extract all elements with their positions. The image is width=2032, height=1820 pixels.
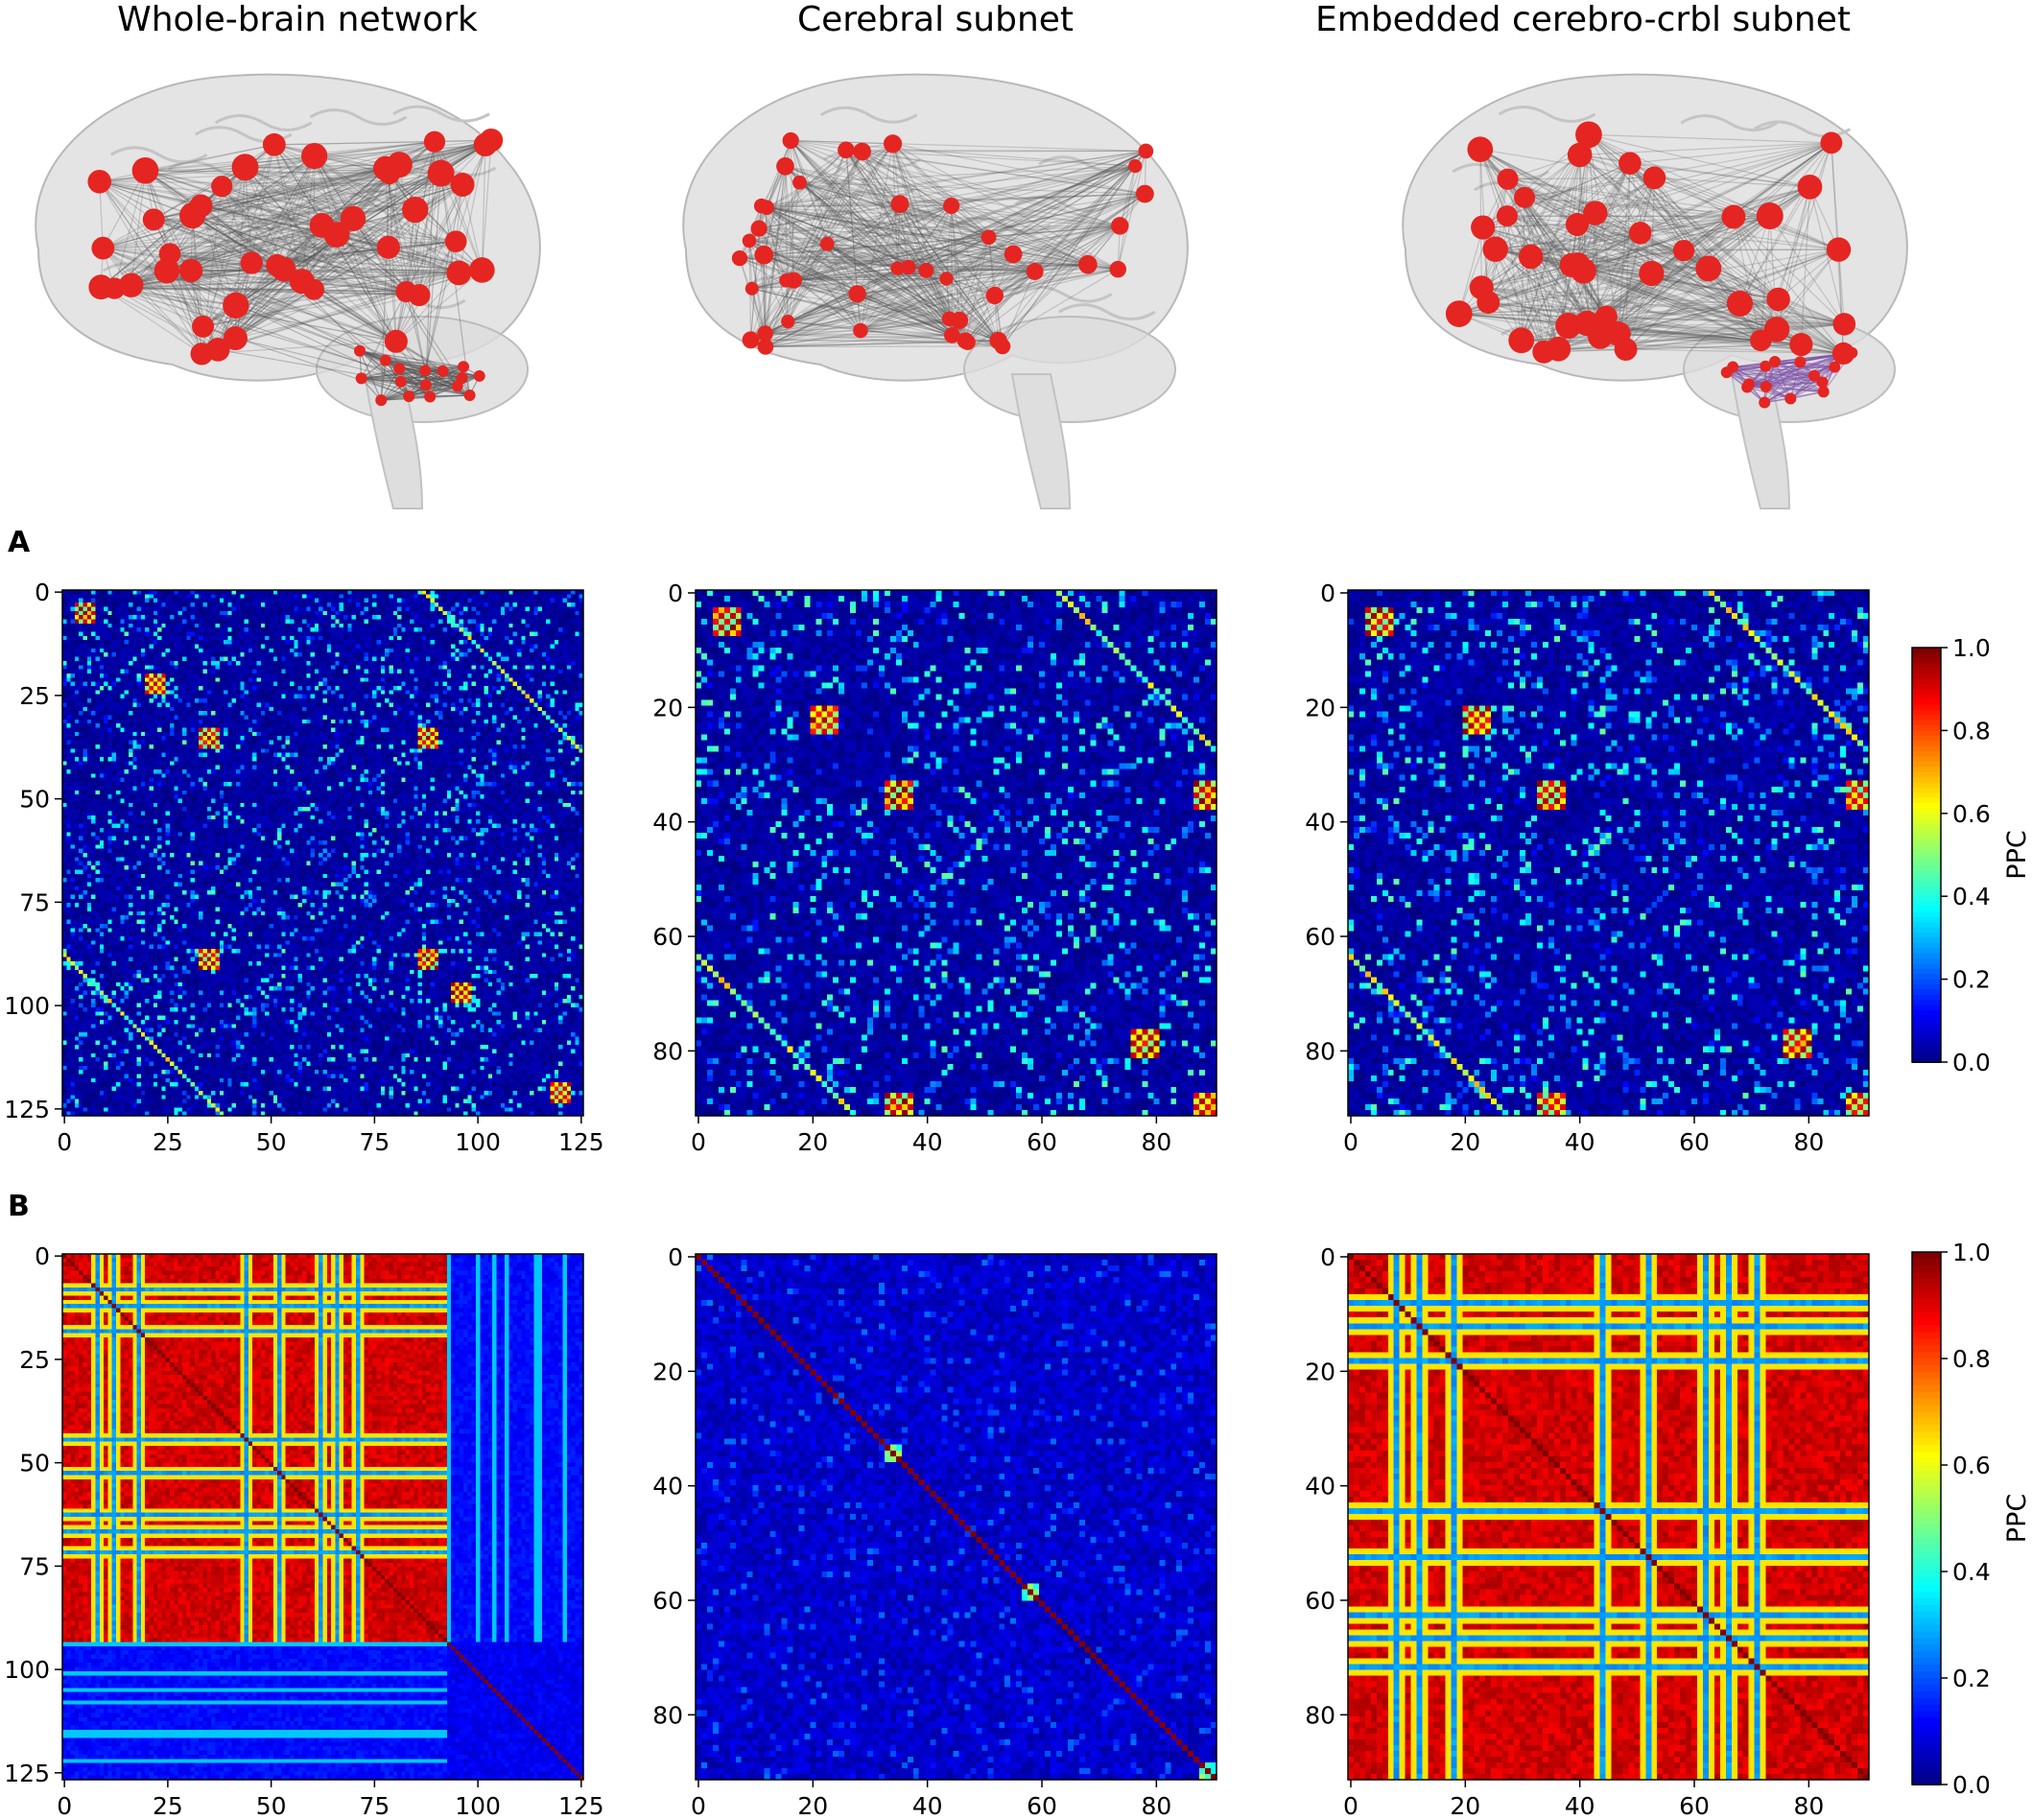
y-tick-label: 0 <box>668 1243 683 1271</box>
y-tick-label: 0 <box>1320 579 1335 607</box>
x-tick-label: 60 <box>1027 1792 1057 1820</box>
y-tick-label: 20 <box>1305 1358 1335 1385</box>
colorbar-a: 0.0 0.2 0.4 0.6 0.8 1.0 PPC <box>1900 633 2032 1084</box>
x-tick-label: 0 <box>57 1128 72 1156</box>
y-tick-label: 60 <box>652 923 683 951</box>
y-tick-label: 0 <box>668 579 683 607</box>
x-tick-label: 20 <box>1450 1128 1480 1156</box>
colorbar-tick-label: 1.0 <box>1952 634 1991 662</box>
x-tick-label: 0 <box>57 1792 72 1820</box>
y-tick-label: 80 <box>652 1701 683 1729</box>
colorbar-label: PPC <box>2002 830 2032 879</box>
y-tick-label: 20 <box>1305 694 1335 721</box>
y-tick-label: 40 <box>1305 1473 1335 1501</box>
x-tick-label: 40 <box>912 1128 943 1156</box>
x-tick-label: 50 <box>256 1128 287 1156</box>
x-tick-label: 20 <box>797 1128 828 1156</box>
x-tick-label: 25 <box>153 1128 183 1156</box>
y-tick-label: 0 <box>35 1242 50 1270</box>
row-label-a: A <box>8 526 30 559</box>
y-tick-label: 75 <box>19 1552 50 1580</box>
x-tick-label: 80 <box>1793 1792 1824 1820</box>
y-tick-label: 125 <box>4 1096 50 1123</box>
x-tick-label: 0 <box>691 1792 706 1820</box>
y-tick-label: 80 <box>1305 1037 1335 1065</box>
x-tick-label: 60 <box>1679 1128 1710 1156</box>
colorbar-tick-label: 0.4 <box>1952 1558 1991 1586</box>
y-tick-label: 0 <box>35 579 50 606</box>
x-tick-label: 40 <box>912 1792 943 1820</box>
colorbar-tick-label: 1.0 <box>1952 1239 1991 1266</box>
x-tick-label: 20 <box>1450 1792 1480 1820</box>
x-tick-label: 80 <box>1141 1128 1171 1156</box>
y-tick-label: 100 <box>4 1656 50 1684</box>
y-tick-label: 80 <box>1305 1701 1335 1729</box>
heatmap-a-whole-brain: 0 25 50 75 100 125 0 25 50 75 100 125 <box>0 566 614 1180</box>
heatmap-a-cerebral: 0 20 40 60 80 0 20 40 60 80 <box>633 566 1247 1180</box>
x-tick-label: 125 <box>558 1128 604 1156</box>
y-tick-label: 125 <box>4 1760 50 1787</box>
y-tick-label: 80 <box>652 1037 683 1065</box>
row-label-b: B <box>8 1190 30 1223</box>
colorbar-tick-label: 0.4 <box>1952 883 1991 910</box>
y-tick-label: 0 <box>1320 1243 1335 1271</box>
x-tick-label: 60 <box>1027 1128 1057 1156</box>
colorbar-tick-label: 0.6 <box>1952 1452 1991 1479</box>
x-tick-label: 100 <box>455 1792 501 1820</box>
heatmap-b-embedded: 0 20 40 60 80 0 20 40 60 80 <box>1286 1230 1900 1820</box>
y-tick-label: 50 <box>19 786 50 814</box>
x-tick-label: 80 <box>1793 1128 1824 1156</box>
x-tick-label: 50 <box>256 1792 287 1820</box>
colorbar-tick-label: 0.0 <box>1952 1049 1991 1076</box>
colorbar-tick-label: 0.6 <box>1952 800 1991 828</box>
x-tick-label: 75 <box>359 1792 390 1820</box>
brain-render-embedded <box>1367 48 1952 528</box>
y-tick-label: 20 <box>652 694 683 721</box>
x-tick-label: 80 <box>1141 1792 1171 1820</box>
y-tick-label: 40 <box>1305 809 1335 837</box>
y-tick-label: 100 <box>4 992 50 1020</box>
colorbar-tick-label: 0.8 <box>1952 1345 1991 1373</box>
x-tick-label: 75 <box>359 1128 390 1156</box>
x-tick-label: 60 <box>1679 1792 1710 1820</box>
y-tick-label: 20 <box>652 1358 683 1385</box>
heatmap-b-cerebral: 0 20 40 60 80 0 20 40 60 80 <box>633 1230 1247 1820</box>
colorbar-label: PPC <box>2002 1494 2032 1543</box>
x-tick-label: 25 <box>153 1792 183 1820</box>
x-tick-label: 20 <box>797 1792 828 1820</box>
y-tick-label: 25 <box>19 682 50 710</box>
brain-render-cerebral <box>648 48 1233 528</box>
colorbar-b: 0.0 0.2 0.4 0.6 0.8 1.0 PPC <box>1900 1238 2032 1804</box>
column-title-cerebral: Cerebral subnet <box>600 0 1271 39</box>
colorbar-tick-label: 0.2 <box>1952 1665 1991 1692</box>
x-tick-label: 100 <box>455 1128 501 1156</box>
x-tick-label: 125 <box>558 1792 604 1820</box>
heatmap-b-whole-brain: 0 25 50 75 100 125 0 25 50 75 100 125 <box>0 1230 614 1820</box>
x-tick-label: 0 <box>1343 1128 1359 1156</box>
x-tick-label: 40 <box>1565 1792 1595 1820</box>
y-tick-label: 25 <box>19 1346 50 1374</box>
colorbar-tick-label: 0.8 <box>1952 717 1991 745</box>
x-tick-label: 40 <box>1565 1128 1595 1156</box>
y-tick-label: 60 <box>1305 923 1335 951</box>
colorbar-tick-label: 0.2 <box>1952 966 1991 994</box>
heatmap-a-embedded: 0 20 40 60 80 0 20 40 60 80 <box>1286 566 1900 1180</box>
colorbar-tick-label: 0.0 <box>1952 1771 1991 1799</box>
y-tick-label: 75 <box>19 888 50 916</box>
x-tick-label: 0 <box>691 1128 706 1156</box>
x-tick-label: 0 <box>1343 1792 1359 1820</box>
y-tick-label: 50 <box>19 1450 50 1477</box>
brain-render-whole-brain <box>0 48 585 528</box>
column-title-embedded: Embedded cerebro-crbl subnet <box>1247 0 1919 39</box>
y-tick-label: 60 <box>1305 1587 1335 1615</box>
y-tick-label: 40 <box>652 1473 683 1501</box>
column-title-whole-brain: Whole-brain network <box>0 0 633 39</box>
y-tick-label: 40 <box>652 809 683 837</box>
y-tick-label: 60 <box>652 1587 683 1615</box>
